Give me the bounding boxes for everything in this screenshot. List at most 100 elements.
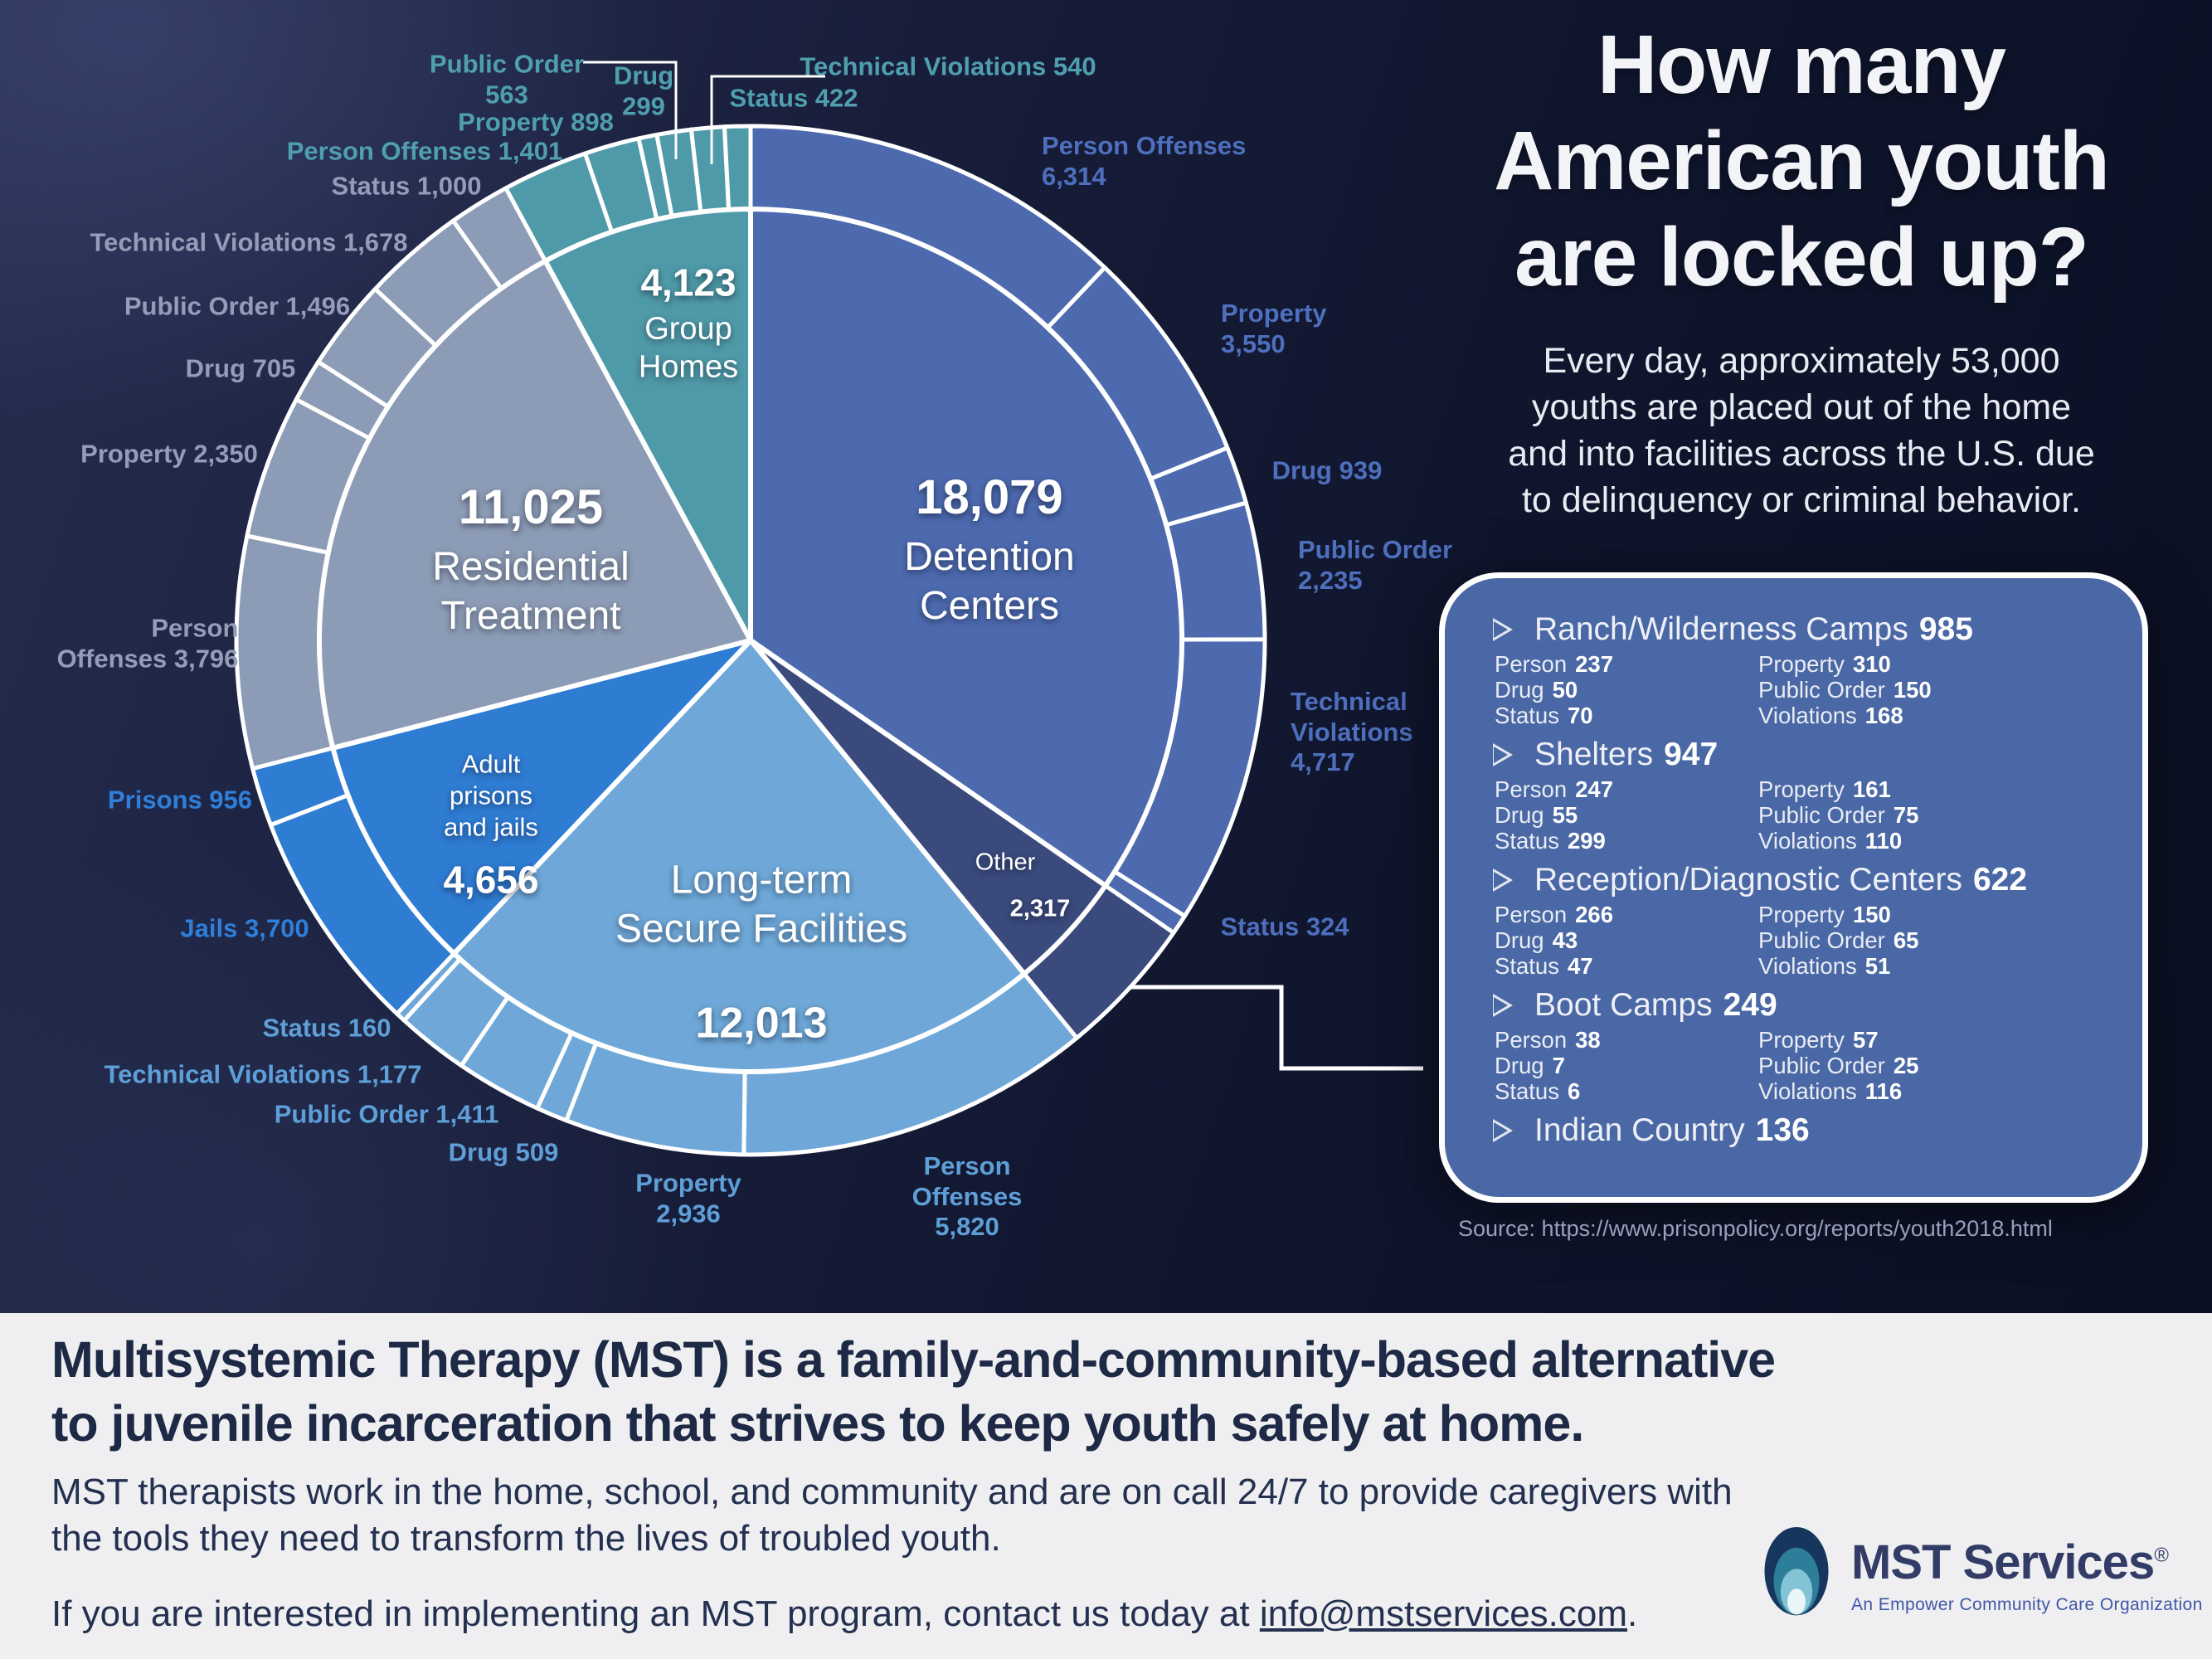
facility-total: 136 [1755, 1112, 1810, 1148]
subtitle-line: Every day, approximately 53,000 [1543, 341, 2060, 381]
wedge-value-group-homes: 4,123 [640, 260, 737, 304]
facility-header-reception-diagnostic-centers: Reception/Diagnostic Centers 622 [1493, 862, 2103, 898]
wedge-name-line: Treatment [440, 593, 621, 638]
stat-label: Violations [1758, 703, 1857, 728]
facility-total: 249 [1723, 987, 1777, 1023]
facility-stats-grid: Person 266 Property 150 Drug 43 Public Order 65… [1495, 902, 2103, 979]
stat-drug: Drug 50 [1495, 677, 1758, 703]
ring-label-line: Property [635, 1168, 741, 1198]
stat-value: 168 [1864, 703, 1903, 728]
ring-label-line: Drug 509 [448, 1137, 559, 1167]
ring-label-group-homes-public-order: Public Order 563 [430, 49, 584, 109]
ring-label-group-homes-status: Status 422 [729, 84, 858, 114]
stat-drug: Drug 55 [1495, 802, 1758, 828]
ring-label-line: 2,936 [656, 1199, 721, 1228]
ring-label-group-homes-technical-violations: Technical Violations 540 [800, 52, 1096, 83]
stat-value: 110 [1864, 828, 1903, 854]
stat-person: Person 38 [1495, 1027, 1758, 1053]
source-note: Source: https://www.prisonpolicy.org/rep… [1458, 1216, 2053, 1241]
stat-person: Person 266 [1495, 902, 1758, 927]
registered-mark: ® [2154, 1544, 2169, 1567]
stat-public-order: Public Order 25 [1758, 1053, 2103, 1078]
ring-label-line: Status 1,000 [331, 171, 482, 201]
ring-label-line: 299 [622, 91, 665, 120]
stat-value: 47 [1567, 953, 1593, 979]
stat-value: 150 [1893, 677, 1932, 703]
ring-label-line: Property 898 [458, 107, 614, 137]
stat-label: Status [1495, 703, 1559, 728]
stat-status: Status 47 [1495, 953, 1758, 979]
stat-person: Person 247 [1495, 776, 1758, 802]
ring-label-long-term-secure-facilities-drug: Drug 509 [449, 1138, 559, 1169]
stat-label: Person [1495, 902, 1568, 927]
stat-label: Person [1495, 1027, 1568, 1053]
facility-header-boot-camps: Boot Camps 249 [1493, 987, 2103, 1024]
logo-tagline: An Empower Community Care Organization [1851, 1595, 2203, 1614]
stat-label: Property [1758, 651, 1845, 677]
ring-label-line: Offenses 3,796 [56, 644, 239, 673]
stat-value: 150 [1852, 902, 1891, 927]
wedge-label-group-homes: 4,123 Group Homes [639, 260, 738, 387]
ring-label-line: Person Offenses 1,401 [286, 136, 563, 166]
ring-label-residential-treatment-property: Property 2,350 [80, 440, 258, 470]
page-subtitle: Every day, approximately 53,000 youths a… [1420, 338, 2183, 524]
footer-paragraph-line: MST therapists work in the home, school,… [51, 1472, 1733, 1512]
wedge-label-other-name: Other [975, 849, 1036, 876]
contact-text-suffix: . [1627, 1593, 1638, 1634]
wedge-name-line: Homes [638, 350, 739, 385]
stat-drug: Drug 43 [1495, 927, 1758, 953]
contact-email-link[interactable]: info@mstservices.com [1259, 1593, 1628, 1634]
wedge-name-line: Long-term [670, 858, 853, 902]
stat-label: Public Order [1758, 1053, 1885, 1078]
subtitle-line: and into facilities across the U.S. due [1508, 433, 2095, 474]
stat-status: Status 70 [1495, 703, 1758, 728]
wedge-name-long-term-secure-facilities: Long-term Secure Facilities [615, 856, 907, 953]
wedge-value-residential-treatment: 11,025 [458, 479, 604, 534]
ring-label-long-term-secure-facilities-status: Status 160 [262, 1014, 391, 1044]
footer: Multisystemic Therapy (MST) is a family-… [0, 1313, 2212, 1659]
ring-label-line: Public Order [429, 49, 585, 79]
stat-person: Person 237 [1495, 651, 1758, 677]
ring-label-line: Status 324 [1220, 912, 1349, 941]
ring-label-detention-centers-drug: Drug 939 [1272, 456, 1383, 487]
wedge-label-adult-prisons-and-jails: Adult prisons and jails 4,656 [443, 748, 538, 902]
stat-label: Status [1495, 828, 1559, 854]
wedge-name-adult-prisons-and-jails: Adult prisons and jails [443, 748, 538, 842]
facility-stats-grid: Person 237 Property 310 Drug 50 Public Order 15… [1495, 651, 2103, 728]
ring-label-line: Public Order [1298, 535, 1453, 564]
stat-label: Public Order [1758, 802, 1885, 828]
wedge-name-line: Residential [432, 544, 630, 589]
mst-egg-icon [1764, 1527, 1829, 1616]
stat-public-order: Public Order 75 [1758, 802, 2103, 828]
stat-label: Property [1758, 776, 1845, 802]
ring-label-group-homes-drug: Drug 299 [614, 61, 673, 121]
ring-label-adult-prisons-and-jails-jails: Jails 3,700 [180, 914, 309, 945]
facility-total: 947 [1664, 737, 1719, 772]
stat-value: 57 [1852, 1027, 1879, 1053]
stat-public-order: Public Order 150 [1758, 677, 2103, 703]
facility-stats-grid: Person 247 Property 161 Drug 55 Public Order 75… [1495, 776, 2103, 854]
stat-value: 70 [1567, 703, 1593, 728]
stat-label: Public Order [1758, 677, 1885, 703]
title-line: American youth [1494, 114, 2110, 207]
stat-value: 75 [1893, 802, 1919, 828]
ring-label-line: Drug [613, 61, 674, 90]
wedge-value-detention-centers: 18,079 [916, 469, 1063, 524]
ring-label-line: Person Offenses [1042, 131, 1247, 160]
ring-label-line: Public Order 1,496 [124, 291, 351, 321]
ring-label-residential-treatment-drug: Drug 705 [186, 354, 296, 385]
facility-name: Reception/Diagnostic Centers [1534, 862, 1962, 898]
wedge-name-line: and jails [444, 811, 538, 841]
facility-block-ranch-wilderness-camps: Ranch/Wilderness Camps 985 Person 237 Proper… [1493, 611, 2103, 728]
footer-heading: Multisystemic Therapy (MST) is a family-… [51, 1328, 1776, 1456]
footer-paragraph-line: the tools they need to transform the liv… [51, 1518, 1001, 1559]
facility-block-reception-diagnostic-centers: Reception/Diagnostic Centers 622 Person 266… [1493, 862, 2103, 979]
stat-value: 7 [1552, 1053, 1565, 1078]
facility-header-indian-country: Indian Country 136 [1493, 1112, 2103, 1149]
wedge-name-detention-centers: Detention Centers [904, 533, 1074, 630]
ring-label-line: Status 422 [729, 83, 858, 113]
ring-label-line: Property 2,350 [80, 439, 258, 469]
footer-heading-line: to juvenile incarceration that strives t… [51, 1394, 1584, 1452]
